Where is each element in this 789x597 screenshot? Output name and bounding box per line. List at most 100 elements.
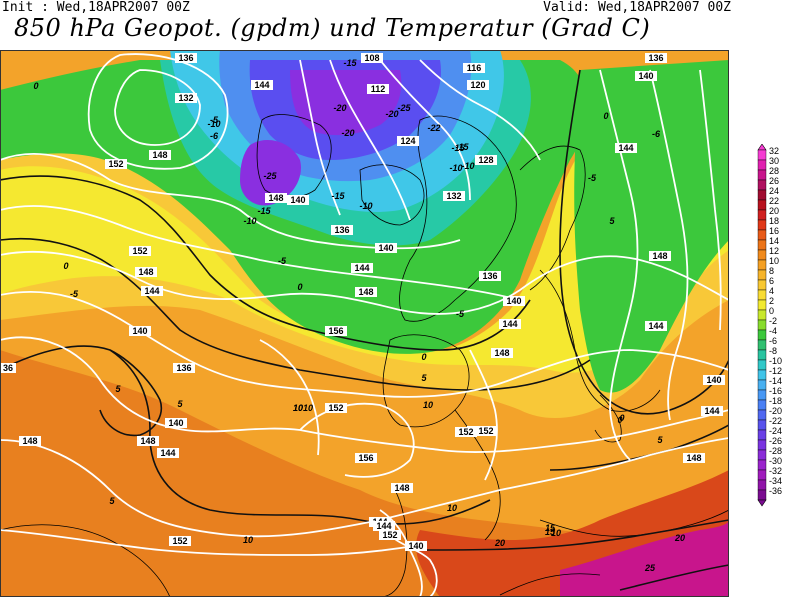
temperature-label: -15 xyxy=(257,206,271,216)
colorbar-tick-label: 32 xyxy=(769,146,779,156)
temperature-label: 10 xyxy=(447,503,457,513)
geopotential-label-box xyxy=(135,267,157,277)
geopotential-label: 116 xyxy=(467,63,482,73)
colorbar-tick-label: 20 xyxy=(769,206,779,216)
colorbar-swatch xyxy=(757,239,767,251)
geopotential-label: 108 xyxy=(364,53,379,63)
temperature-label: 15 xyxy=(545,523,556,533)
geopotential-label: 148 xyxy=(358,287,373,297)
colorbar-top-arrow xyxy=(757,144,767,151)
colorbar-swatch xyxy=(757,209,767,221)
geopotential-label: 120 xyxy=(470,80,485,90)
coastlines xyxy=(0,114,729,597)
geopotential-label: 140 xyxy=(408,541,423,551)
temperature-label: -10 xyxy=(359,201,372,211)
colorbar-tick-label: -16 xyxy=(769,386,782,396)
temperature-label: -5 xyxy=(210,115,219,125)
geopotential-label: 136 xyxy=(178,53,193,63)
geopotential-label: 132 xyxy=(446,191,461,201)
colorbar-tick-label: 6 xyxy=(769,276,774,286)
valid-time: Valid: Wed,18APR2007 00Z xyxy=(543,0,731,15)
temperature-label: 0 xyxy=(33,81,38,91)
colorbar-tick-label: -28 xyxy=(769,446,782,456)
colorbar-tick-label: -18 xyxy=(769,396,782,406)
colorbar-swatch xyxy=(757,339,767,351)
colorbar-swatch xyxy=(757,329,767,341)
colorbar-swatch xyxy=(757,419,767,431)
geopotential-label-box xyxy=(105,159,127,169)
geopotential-label-box xyxy=(355,453,377,463)
geopotential-label-box xyxy=(645,53,667,63)
colorbar-swatch xyxy=(757,259,767,271)
colorbar-tick-label: 30 xyxy=(769,156,779,166)
contour-labels: 136132-5-6-1014815201521481440-514013655… xyxy=(0,53,725,573)
colorbar-tick-label: -32 xyxy=(769,466,782,476)
temperature-label: -15 xyxy=(455,142,469,152)
geopotential-label: 148 xyxy=(494,348,509,358)
geopotential-label: 140 xyxy=(706,375,721,385)
geopotential-label-box xyxy=(503,296,525,306)
temperature-label: -20 xyxy=(341,128,354,138)
geopotential-label-box xyxy=(645,321,667,331)
colorbar-tick-label: -12 xyxy=(769,366,782,376)
temperature-label: 20 xyxy=(494,538,505,548)
geopotential-label-box xyxy=(635,71,657,81)
colorbar-swatch xyxy=(757,369,767,381)
geopotential-label: 144 xyxy=(502,319,517,329)
colorbar-swatch xyxy=(757,319,767,331)
colorbar-swatch xyxy=(757,389,767,401)
temperature-label: -15 xyxy=(451,143,465,153)
geopotential-label-box xyxy=(251,80,273,90)
purple-cold-core xyxy=(240,140,301,206)
temperature-colorbar: 32302826242220181614121086420-2-4-6-8-10… xyxy=(757,144,782,507)
geopotential-label-box xyxy=(701,406,723,416)
temperature-label: 5 xyxy=(109,496,115,506)
geopotential-label-box xyxy=(175,93,197,103)
geopotential-label-box xyxy=(373,521,395,531)
geopotential-label-box xyxy=(169,536,191,546)
geopotential-label-box xyxy=(455,427,477,437)
geopotential-label-box xyxy=(499,319,521,329)
geopotential-label: 144 xyxy=(254,80,269,90)
colorbar-tick-label: 10 xyxy=(769,256,779,266)
green-east-field xyxy=(574,60,729,393)
geopotential-label: 124 xyxy=(400,136,415,146)
isohypses xyxy=(0,53,729,597)
colorbar-tick-label: 24 xyxy=(769,186,779,196)
geopotential-label: 152 xyxy=(172,536,187,546)
geopotential-label-box xyxy=(157,448,179,458)
colorbar-tick-label: -36 xyxy=(769,486,782,496)
geopotential-label: 140 xyxy=(290,195,305,205)
geopotential-label: 140 xyxy=(506,296,521,306)
geopotential-label: 112 xyxy=(371,84,386,94)
temperature-label: 10 xyxy=(303,403,313,413)
temperature-label: 5 xyxy=(657,435,663,445)
geopotential-label-box xyxy=(331,225,353,235)
geopotential-label: 148 xyxy=(152,150,167,160)
geopotential-label-box xyxy=(463,63,485,73)
geopotential-label-box xyxy=(325,326,347,336)
temperature-label: 0 xyxy=(421,352,426,362)
temperature-label: 15 xyxy=(545,527,556,537)
temperature-label: 0 xyxy=(63,261,68,271)
geopotential-label: 156 xyxy=(358,453,373,463)
geopotential-label-box xyxy=(615,143,637,153)
geopotential-label-box xyxy=(475,155,497,165)
geopotential-label: 148 xyxy=(140,436,155,446)
colorbar-swatch xyxy=(757,219,767,231)
colorbar-tick-label: 28 xyxy=(769,166,779,176)
colorbar-tick-label: 0 xyxy=(769,306,774,316)
temperature-label: -25 xyxy=(397,103,411,113)
geopotential-label: 136 xyxy=(482,271,497,281)
colorbar-swatch xyxy=(757,349,767,361)
colorbar-tick-label: -8 xyxy=(769,346,777,356)
colorbar-tick-label: -34 xyxy=(769,476,782,486)
geopotential-label: 140 xyxy=(168,418,183,428)
temperature-label: -15 xyxy=(343,58,357,68)
geopotential-label-box xyxy=(467,80,489,90)
colorbar-swatch xyxy=(757,459,767,471)
geopotential-label: 144 xyxy=(144,286,159,296)
geopotential-label-box xyxy=(361,53,383,63)
temperature-label: 10 xyxy=(551,528,561,538)
colorbar-swatch xyxy=(757,399,767,411)
